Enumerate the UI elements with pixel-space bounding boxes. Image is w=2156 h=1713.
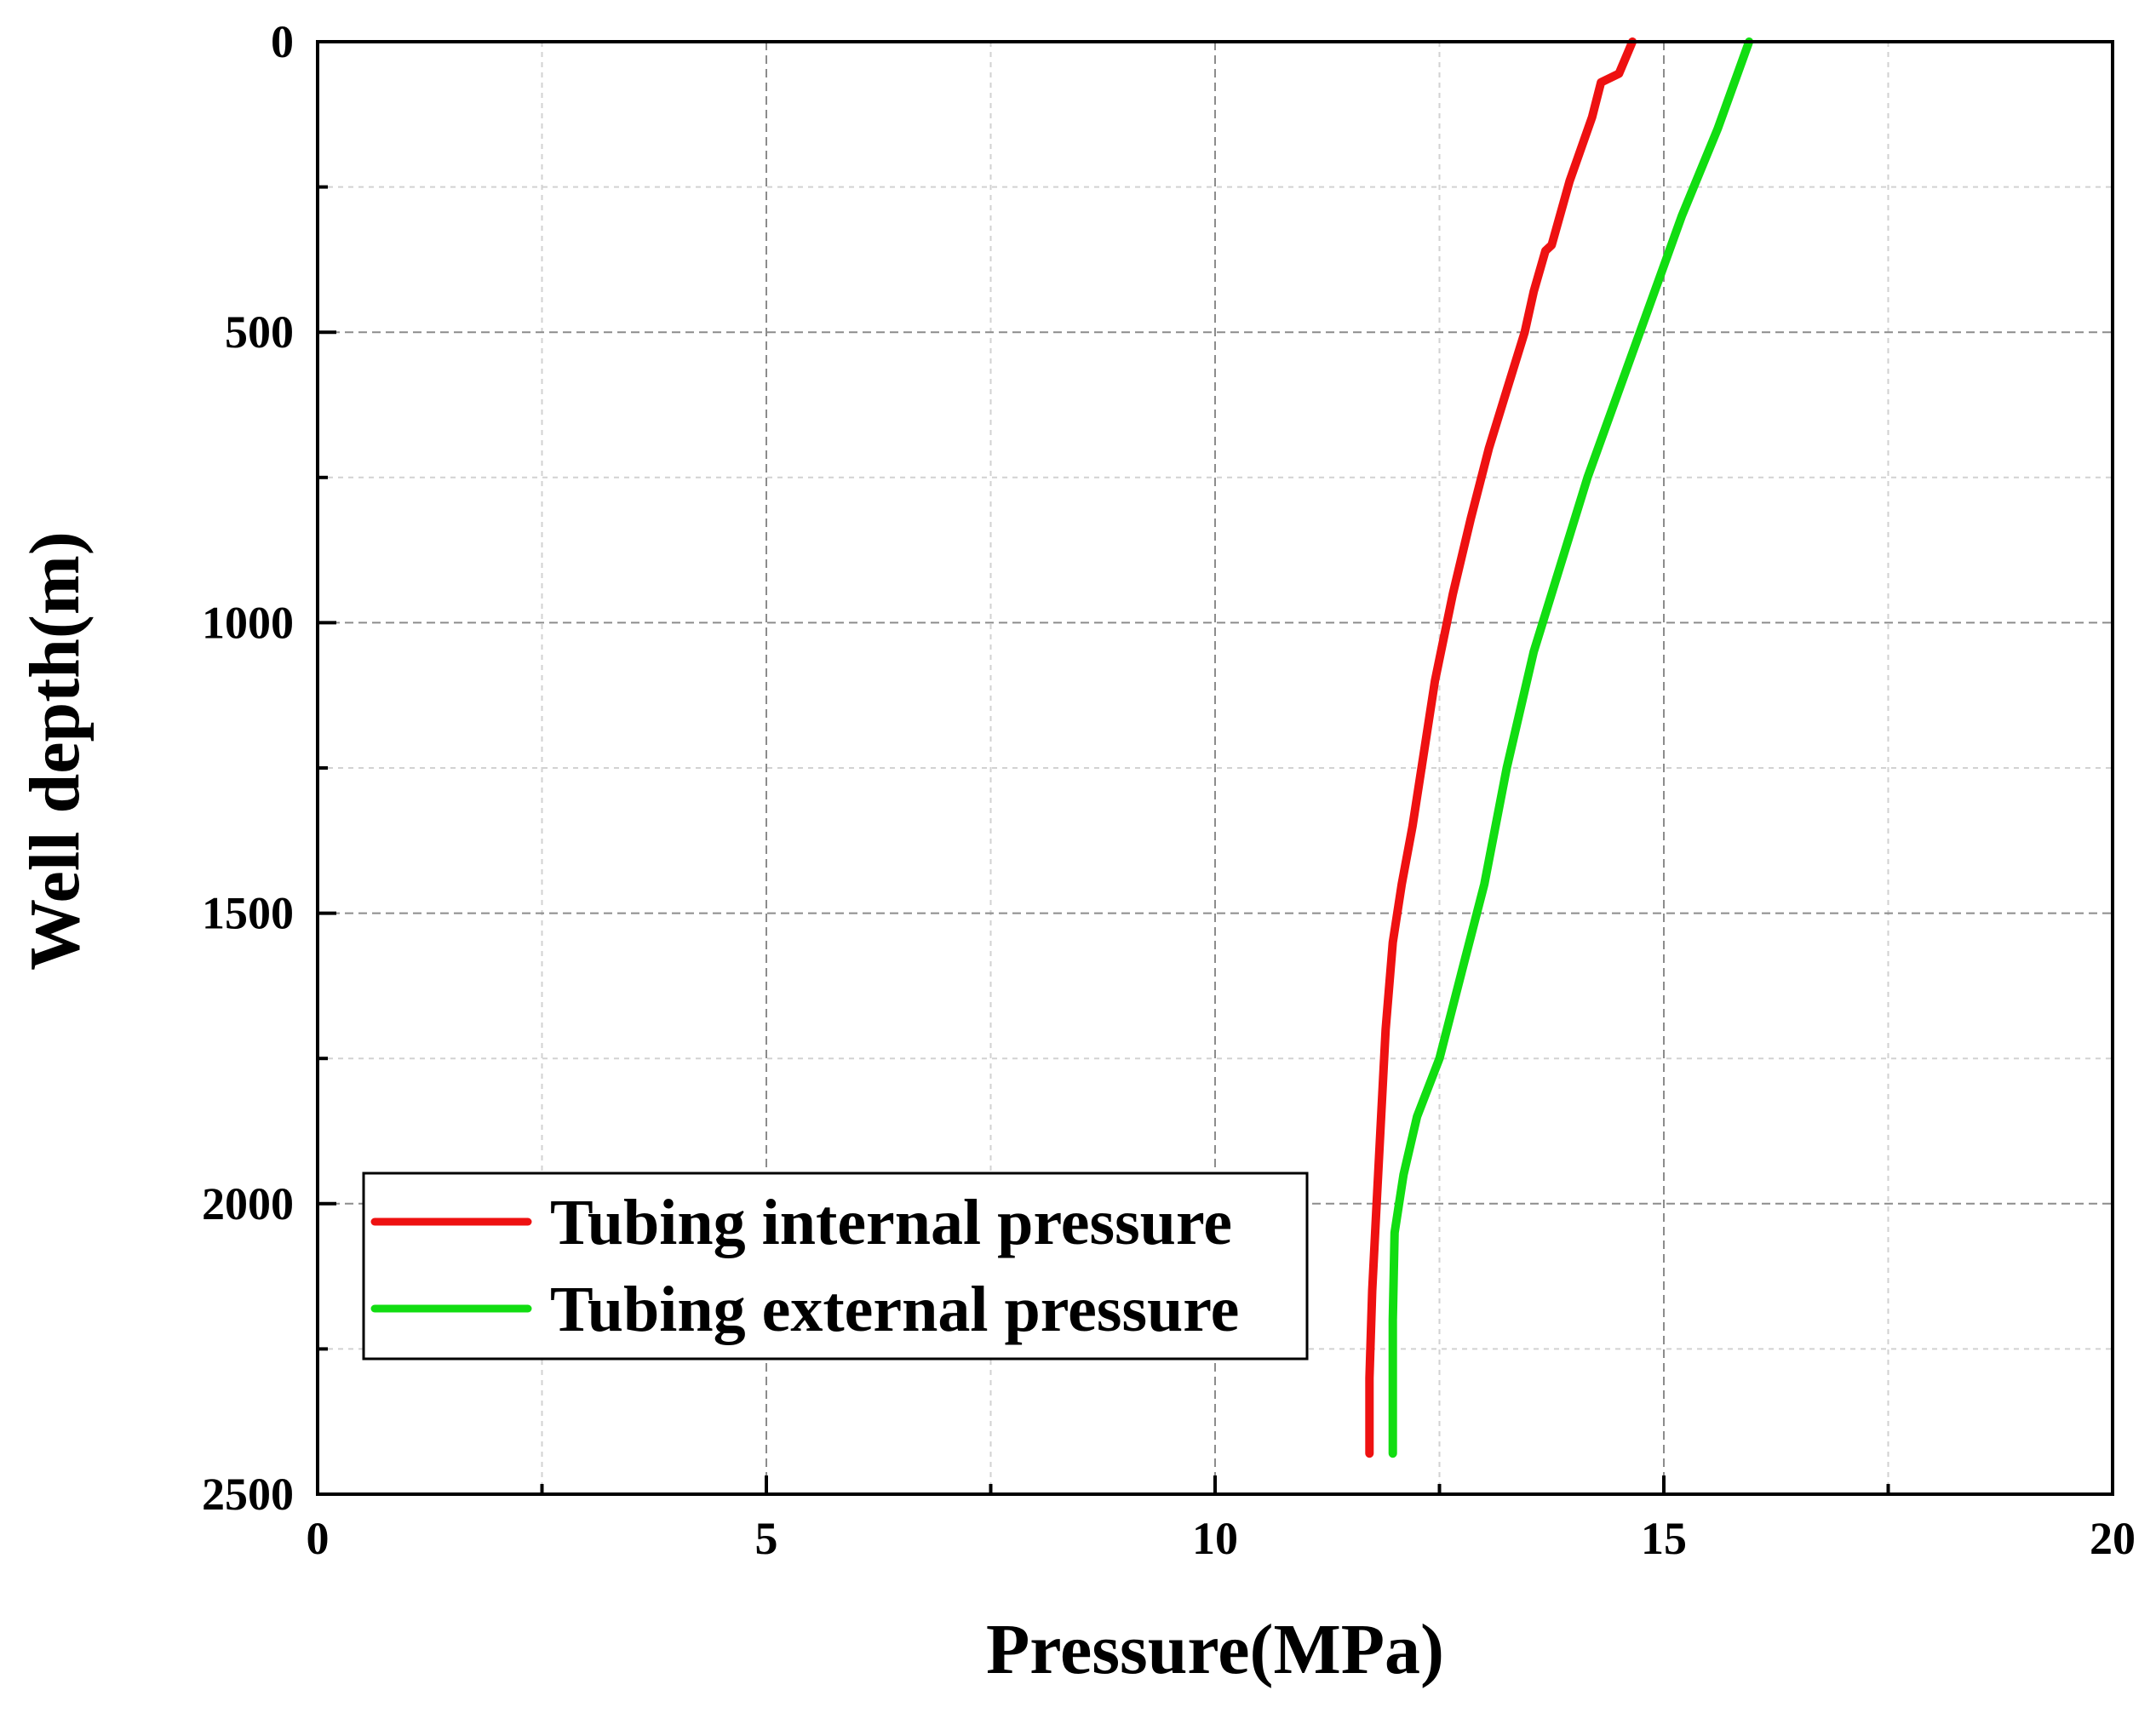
x-tick-labels: 0 5 10 15 20 — [307, 1513, 2136, 1564]
x-tick-label: 5 — [755, 1513, 778, 1564]
y-tick-label: 500 — [225, 307, 294, 358]
legend-label-internal: Tubing internal pressure — [550, 1187, 1232, 1258]
y-tick-label: 0 — [271, 16, 294, 67]
legend-box — [362, 1172, 1309, 1361]
y-tick-labels: 0 500 1000 1500 2000 2500 — [202, 16, 294, 1520]
series-line-external — [1388, 37, 1754, 1458]
legend: Tubing internal pressure Tubing external… — [362, 1172, 1309, 1361]
major-grid — [318, 42, 2113, 1494]
x-tick-label: 0 — [307, 1513, 330, 1564]
series-layer — [1365, 37, 1754, 1458]
x-tick-label: 15 — [1641, 1513, 1687, 1564]
y-tick-label: 2500 — [202, 1469, 294, 1520]
y-tick-label: 1500 — [202, 888, 294, 939]
axis-ticks — [316, 40, 2114, 1496]
x-axis-title: Pressure(MPa) — [986, 1610, 1444, 1689]
x-tick-label: 10 — [1192, 1513, 1238, 1564]
y-tick-label: 2000 — [202, 1178, 294, 1229]
y-axis-title: Well depth(m) — [15, 531, 95, 971]
x-tick-label: 20 — [2090, 1513, 2136, 1564]
legend-label-external: Tubing external pressure — [550, 1274, 1239, 1345]
series-line-internal — [1365, 37, 1637, 1458]
y-tick-label: 1000 — [202, 597, 294, 648]
